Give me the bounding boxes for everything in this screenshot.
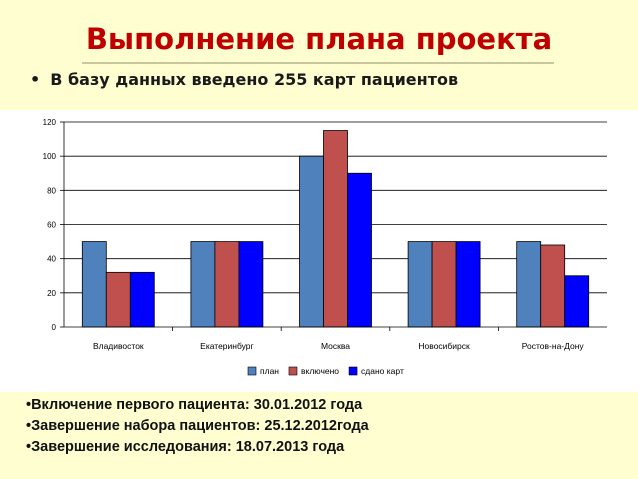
legend-swatch bbox=[247, 366, 257, 376]
bar bbox=[564, 275, 590, 328]
note-item: •Включение первого пациента: 30.01.2012 … bbox=[26, 397, 363, 413]
note-item: •Завершение исследования: 18.07.2013 год… bbox=[26, 439, 345, 455]
legend: план включено сдано карт bbox=[247, 366, 404, 376]
x-tick-label: Москва bbox=[321, 341, 350, 351]
bar bbox=[190, 241, 216, 328]
y-tick-label: 60 bbox=[47, 221, 56, 230]
x-tick-label: Екатеринбург bbox=[200, 341, 253, 351]
bar bbox=[540, 244, 566, 328]
bar bbox=[299, 155, 324, 328]
notes-list: •Включение первого пациента: 30.01.2012 … bbox=[26, 395, 369, 458]
bullet-marker: • bbox=[30, 70, 41, 89]
bar-chart: 0 20 40 60 80 100 120 Владивосток Екатеринбург Мо… bbox=[0, 110, 638, 392]
title-underline bbox=[82, 62, 554, 64]
bar bbox=[407, 241, 433, 328]
bar bbox=[323, 130, 348, 328]
note-item: •Завершение набора пациентов: 25.12.2012… bbox=[26, 418, 369, 434]
axes: 0 20 40 60 80 100 120 Владивосток Екатеринбург Мо… bbox=[43, 118, 607, 351]
y-tick-label: 80 bbox=[47, 186, 56, 195]
y-tick-label: 0 bbox=[52, 323, 57, 332]
bar bbox=[431, 241, 457, 328]
legend-label: сдано карт bbox=[361, 366, 404, 376]
y-tick-label: 20 bbox=[47, 289, 56, 298]
legend-swatch bbox=[348, 366, 358, 376]
bar bbox=[516, 241, 542, 328]
y-tick-label: 40 bbox=[47, 255, 56, 264]
y-tick-label: 120 bbox=[43, 118, 57, 127]
summary-bullet: • В базу данных введено 255 карт пациенто… bbox=[30, 70, 458, 89]
bar bbox=[214, 241, 240, 328]
bar bbox=[81, 241, 107, 328]
legend-label: включено bbox=[301, 366, 339, 376]
x-tick-label: Новосибирск bbox=[418, 341, 470, 351]
bar bbox=[238, 241, 264, 328]
bars bbox=[81, 130, 590, 328]
legend-label: план bbox=[260, 366, 279, 376]
legend-swatch bbox=[288, 366, 298, 376]
summary-text: В базу данных введено 255 карт пациентов bbox=[50, 70, 459, 89]
bar bbox=[129, 271, 155, 328]
page-title: Выполнение плана проекта bbox=[85, 22, 553, 56]
bar bbox=[347, 172, 372, 328]
y-tick-label: 100 bbox=[43, 152, 57, 161]
x-tick-label: Ростов-на-Дону bbox=[522, 341, 585, 351]
x-tick-label: Владивосток bbox=[93, 341, 144, 351]
bar bbox=[455, 241, 481, 328]
bar bbox=[105, 271, 131, 328]
